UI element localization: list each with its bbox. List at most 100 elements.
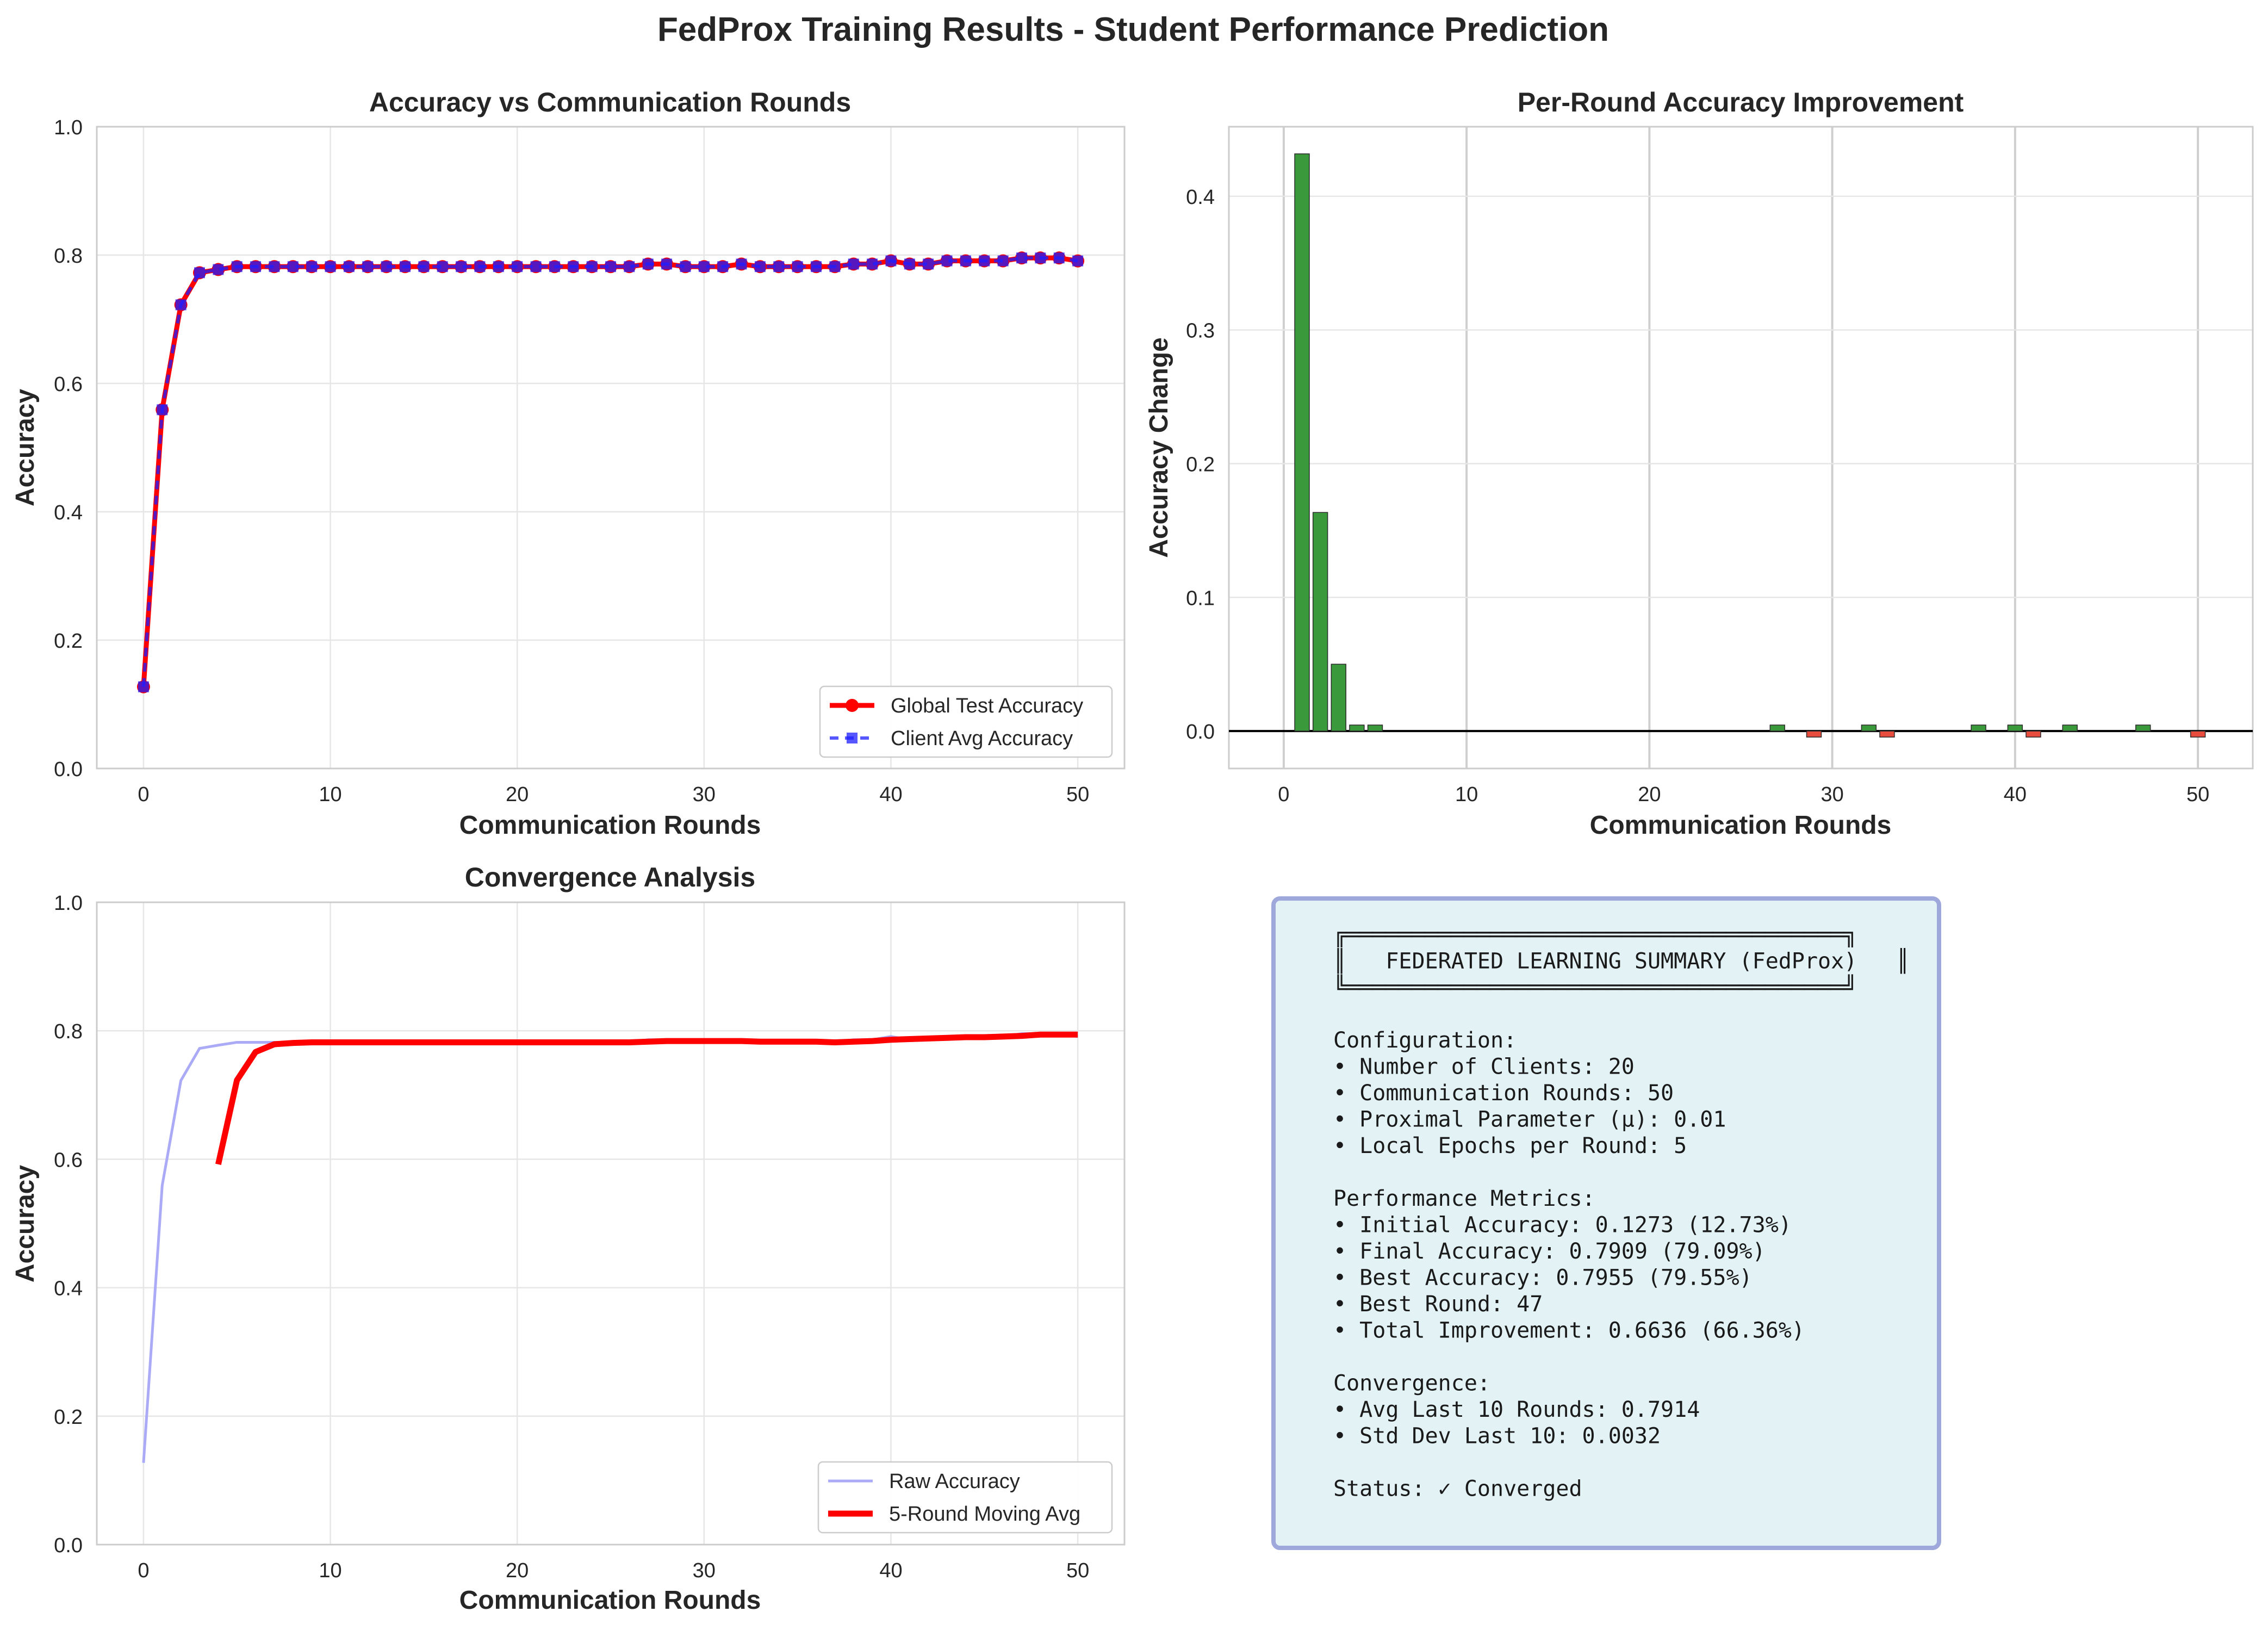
accuracy-client-point: [754, 261, 766, 272]
accuracy-client-point: [231, 261, 243, 272]
improvement-bar: [1294, 153, 1310, 732]
accuracy-client-point: [885, 255, 897, 266]
accuracy-chart-title: Accuracy vs Communication Rounds: [369, 87, 851, 117]
summary-line: • Final Accuracy: 0.7909 (79.09%): [1333, 1239, 1766, 1264]
summary-box: [1271, 896, 1941, 1550]
summary-line: • Number of Clients: 20: [1333, 1055, 1635, 1080]
accuracy-ytick-label: 0.8: [54, 245, 83, 268]
accuracy-client-point: [530, 261, 542, 272]
convergence-xtick-label: 0: [138, 1559, 149, 1582]
accuracy-legend-global-marker: [846, 699, 859, 712]
improvement-bar: [1861, 724, 1877, 732]
convergence-legend-ma-label: 5-Round Moving Avg: [889, 1503, 1080, 1526]
convergence-xtick-label: 30: [693, 1559, 716, 1582]
summary-line: • Best Round: 47: [1333, 1292, 1543, 1317]
accuracy-xtick-label: 40: [879, 783, 902, 806]
improvement-chart-ylabel: Accuracy Change: [1145, 337, 1173, 558]
summary-line: Convergence:: [1333, 1371, 1490, 1396]
accuracy-client-point: [717, 261, 729, 272]
accuracy-client-point: [512, 261, 523, 272]
accuracy-client-point: [138, 681, 149, 692]
accuracy-xtick-label: 30: [693, 783, 716, 806]
improvement-bar: [1879, 730, 1895, 737]
improvement-xtick-label: 20: [1638, 783, 1661, 806]
accuracy-client-point: [736, 258, 747, 270]
accuracy-client-point: [923, 258, 934, 270]
convergence-series-ma-line: [215, 1031, 1078, 1166]
summary-line: [1333, 1002, 1346, 1027]
accuracy-client-point: [456, 261, 467, 272]
accuracy-client-point: [1072, 255, 1084, 266]
improvement-bar: [2135, 724, 2151, 732]
improvement-bar: [2062, 724, 2078, 732]
convergence-grid: [97, 901, 1124, 1546]
accuracy-client-point: [680, 261, 691, 272]
convergence-legend-raw-label: Raw Accuracy: [889, 1470, 1020, 1493]
summary-line: • Std Dev Last 10: 0.0032: [1333, 1424, 1661, 1449]
improvement-xtick-label: 30: [1820, 783, 1843, 806]
summary-line: [1333, 1344, 1346, 1369]
accuracy-client-point: [773, 261, 785, 272]
accuracy-client-point: [642, 258, 654, 270]
convergence-chart-ylabel: Accuracy: [11, 1165, 40, 1282]
improvement-chart: Per-Round Accuracy Improvement Communica…: [1145, 87, 2254, 840]
accuracy-client-point: [960, 255, 971, 266]
accuracy-client-point: [1016, 252, 1027, 264]
improvement-grid: [1229, 127, 2253, 768]
accuracy-client-point: [698, 261, 710, 272]
accuracy-legend-client-marker: [847, 733, 858, 743]
accuracy-client-point: [400, 261, 411, 272]
summary-text: ╔══════════════════════════════════════╗…: [1333, 922, 1910, 1502]
accuracy-client-point: [418, 261, 430, 272]
convergence-xtick-label: 10: [319, 1559, 341, 1582]
convergence-xtick-label: 40: [879, 1559, 902, 1582]
summary-line: • Avg Last 10 Rounds: 0.7914: [1333, 1397, 1700, 1422]
convergence-ytick-label: 0.0: [54, 1534, 83, 1557]
improvement-ytick-label: 0.1: [1186, 587, 1215, 610]
summary-line: • Communication Rounds: 50: [1333, 1081, 1674, 1106]
accuracy-client-point: [343, 261, 355, 272]
summary-line: • Initial Accuracy: 0.1273 (12.73%): [1333, 1213, 1792, 1238]
convergence-chart-title: Convergence Analysis: [465, 862, 755, 893]
improvement-bar: [2007, 724, 2023, 732]
improvement-ytick-label: 0.2: [1186, 454, 1215, 476]
summary-line: [1333, 1160, 1346, 1185]
accuracy-legend: Global Test Accuracy Client Avg Accuracy: [819, 685, 1113, 758]
summary-line: Configuration:: [1333, 1028, 1517, 1053]
improvement-ytick-label: 0.4: [1186, 186, 1215, 209]
convergence-ytick-label: 0.2: [54, 1406, 83, 1429]
accuracy-xtick-label: 50: [1066, 783, 1089, 806]
accuracy-client-point: [250, 261, 262, 272]
accuracy-xtick-label: 10: [319, 783, 341, 806]
convergence-chart-xlabel: Communication Rounds: [459, 1586, 761, 1615]
convergence-ytick-label: 0.4: [54, 1278, 83, 1300]
improvement-bar: [2190, 730, 2206, 737]
accuracy-chart-xlabel: Communication Rounds: [459, 811, 761, 840]
convergence-chart: Convergence Analysis Communication Round…: [11, 862, 1126, 1615]
accuracy-client-point: [941, 255, 953, 266]
improvement-xtick-label: 0: [1278, 783, 1289, 806]
accuracy-ytick-label: 0.6: [54, 373, 83, 396]
accuracy-ytick-label: 0.0: [54, 758, 83, 781]
accuracy-client-point: [362, 261, 374, 272]
accuracy-client-point: [175, 299, 187, 311]
improvement-chart-title: Per-Round Accuracy Improvement: [1518, 87, 1964, 117]
accuracy-client-point: [811, 261, 822, 272]
figure-title: FedProx Training Results - Student Perfo…: [657, 11, 1609, 48]
accuracy-client-point: [979, 255, 990, 266]
accuracy-client-point: [829, 261, 841, 272]
convergence-ytick-label: 0.8: [54, 1020, 83, 1043]
improvement-bar: [1312, 512, 1328, 732]
accuracy-client-point: [904, 258, 915, 270]
improvement-bar: [1971, 724, 1986, 732]
accuracy-xtick-label: 0: [138, 783, 149, 806]
convergence-legend: Raw Accuracy 5-Round Moving Avg: [817, 1461, 1113, 1534]
accuracy-ytick-label: 1.0: [54, 116, 83, 139]
accuracy-xtick-label: 20: [506, 783, 529, 806]
summary-panel: ╔══════════════════════════════════════╗…: [1271, 896, 1941, 1550]
convergence-xtick-label: 20: [506, 1559, 529, 1582]
accuracy-client-point: [194, 267, 205, 278]
accuracy-client-point: [287, 261, 299, 272]
accuracy-client-point: [381, 261, 392, 272]
